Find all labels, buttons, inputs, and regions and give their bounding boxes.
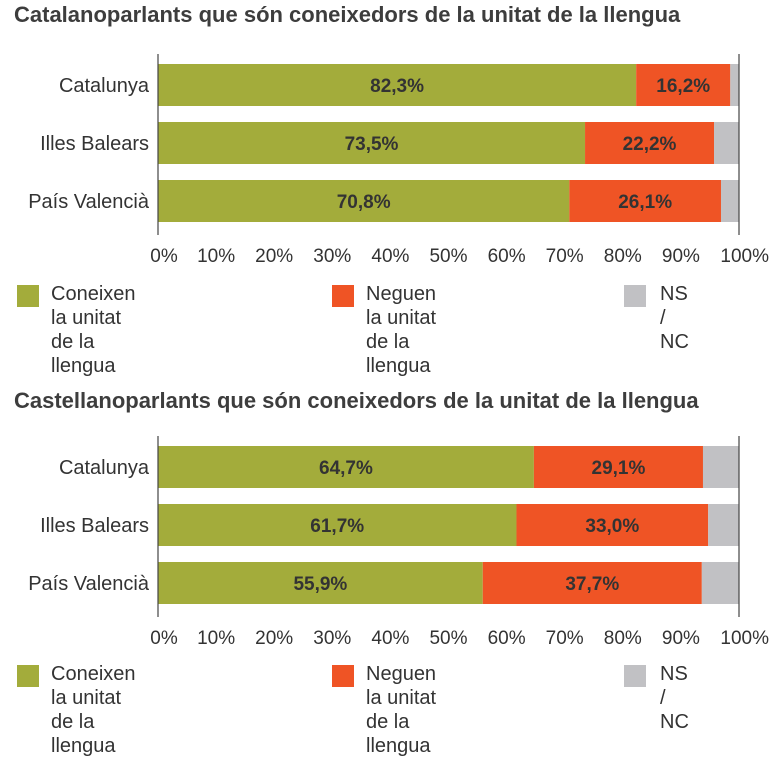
category-label: País Valencià [28, 573, 150, 595]
x-tick-label: 10% [197, 628, 235, 649]
data-label: 70,8% [337, 192, 391, 213]
data-label: 29,1% [592, 458, 646, 479]
x-tick-label: 30% [313, 246, 351, 267]
x-tick-label: 80% [604, 246, 642, 267]
legend-label-deny: Neguen la unitat de la llengua [366, 663, 437, 757]
legend-label-know: Coneixen la unitat de la llengua [51, 283, 136, 377]
x-tick-label: 90% [662, 246, 700, 267]
bar-deny [569, 180, 721, 222]
x-tick-label: 70% [546, 628, 584, 649]
chart-title-castellanoparlants: Castellanoparlants que són coneixedors d… [14, 388, 699, 413]
data-label: 26,1% [618, 192, 672, 213]
x-tick-label: 80% [604, 628, 642, 649]
category-label: País Valencià [28, 191, 150, 213]
data-label: 37,7% [565, 574, 619, 595]
x-tick-label: 90% [662, 628, 700, 649]
x-tick-label: 50% [429, 628, 467, 649]
x-tick-label: 0% [150, 628, 178, 649]
bar-deny [516, 504, 709, 546]
x-tick-label: 40% [371, 246, 409, 267]
data-label: 73,5% [345, 134, 399, 155]
bar-deny [636, 64, 731, 106]
bar-know [158, 122, 586, 164]
x-tick-label: 60% [488, 246, 526, 267]
chart-title-catalanoparlants: Catalanoparlants que són coneixedors de … [14, 2, 681, 27]
bar-know [158, 562, 483, 604]
x-tick-label: 100% [720, 628, 769, 649]
legend-label-nsnc: NS / NC [660, 663, 689, 733]
bar-know [158, 446, 534, 488]
bar-nsnc [714, 122, 739, 164]
bar-nsnc [701, 562, 739, 604]
legend-label-nsnc: NS / NC [660, 283, 689, 353]
legend-swatch-know [17, 285, 39, 307]
legend-label-deny: Neguen la unitat de la llengua [366, 283, 437, 377]
legend-swatch-nsnc [624, 285, 646, 307]
bar-nsnc [730, 64, 739, 106]
chart-castellanoparlants: Catalunya 64,7% 29,1% Illes Balears 61,7% 33,… [28, 436, 769, 649]
bar-know [158, 180, 570, 222]
chart-catalanoparlants: Catalunya 82,3% 16,2% Illes Balears 73,5% 22,… [28, 54, 769, 267]
x-tick-label: 0% [150, 246, 178, 267]
category-label: Catalunya [59, 457, 150, 479]
data-label: 64,7% [319, 458, 373, 479]
bar-know [158, 504, 517, 546]
legend-swatch-deny [332, 285, 354, 307]
legend-label-know: Coneixen la unitat de la llengua [51, 663, 136, 757]
legend-swatch-know [17, 665, 39, 687]
x-tick-label: 30% [313, 628, 351, 649]
x-tick-label: 40% [371, 628, 409, 649]
x-tick-label: 20% [255, 628, 293, 649]
bar-deny [482, 562, 702, 604]
data-label: 33,0% [585, 516, 639, 537]
bar-nsnc [708, 504, 739, 546]
legend-swatch-nsnc [624, 665, 646, 687]
legend-castellanoparlants: Coneixen la unitat de la llengua Neguen l… [0, 662, 771, 757]
bar-deny [533, 446, 703, 488]
x-tick-label: 10% [197, 246, 235, 267]
legend-swatch-deny [332, 665, 354, 687]
x-tick-label: 50% [429, 246, 467, 267]
data-label: 22,2% [623, 134, 677, 155]
x-tick-label: 20% [255, 246, 293, 267]
category-label: Illes Balears [40, 515, 149, 537]
x-tick-label: 70% [546, 246, 584, 267]
x-tick-label: 60% [488, 628, 526, 649]
data-label: 16,2% [656, 76, 710, 97]
bar-nsnc [720, 180, 739, 222]
legend-catalanoparlants: Coneixen la unitat de la llengua Neguen l… [0, 282, 771, 377]
category-label: Catalunya [59, 75, 150, 97]
bar-know [158, 64, 637, 106]
data-label: 82,3% [370, 76, 424, 97]
data-label: 61,7% [310, 516, 364, 537]
x-tick-label: 100% [720, 246, 769, 267]
bar-deny [585, 122, 715, 164]
data-label: 55,9% [293, 574, 347, 595]
category-label: Illes Balears [40, 133, 149, 155]
bar-nsnc [702, 446, 739, 488]
